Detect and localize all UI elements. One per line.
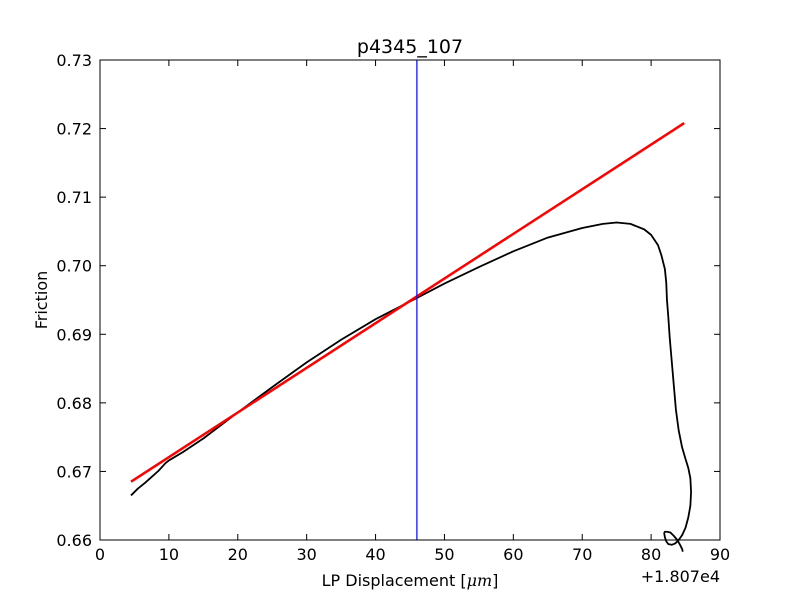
y-tick-label: 0.66 <box>56 531 92 550</box>
x-tick-label: 70 <box>572 545 592 564</box>
y-tick-label: 0.71 <box>56 188 92 207</box>
x-axis-label-suffix: ] <box>492 571 498 590</box>
y-tick-label: 0.70 <box>56 257 92 276</box>
x-tick-label: 80 <box>641 545 661 564</box>
x-tick-label: 20 <box>228 545 248 564</box>
x-axis-offset-label: +1.807e4 <box>641 567 720 586</box>
plot-area <box>130 60 692 552</box>
x-axis-label-prefix: LP Displacement [ <box>322 571 467 590</box>
y-tick-label: 0.69 <box>56 325 92 344</box>
x-tick-label: 10 <box>159 545 179 564</box>
chart-title: p4345_107 <box>357 36 463 58</box>
y-tick-label: 0.68 <box>56 394 92 413</box>
y-axis: 0.66 0.67 0.68 0.69 0.70 0.71 0.72 0.73 <box>56 51 720 550</box>
x-axis-label: LP Displacement [μm] <box>322 571 499 590</box>
y-tick-label: 0.72 <box>56 120 92 139</box>
plot-frame <box>99 59 721 541</box>
x-tick-label: 90 <box>710 545 730 564</box>
x-tick-label: 60 <box>503 545 523 564</box>
x-tick-label: 30 <box>296 545 316 564</box>
y-tick-label: 0.67 <box>56 462 92 481</box>
series-fit-line <box>130 122 685 483</box>
y-tick-label: 0.73 <box>56 51 92 70</box>
series-data-line <box>130 221 692 552</box>
x-tick-label: 40 <box>365 545 385 564</box>
x-axis-label-unit: μm <box>467 571 493 590</box>
x-axis: 0 10 20 30 40 50 60 70 80 90 <box>95 60 730 564</box>
x-tick-label: 0 <box>95 545 105 564</box>
y-axis-label: Friction <box>32 271 51 330</box>
x-tick-label: 50 <box>434 545 454 564</box>
